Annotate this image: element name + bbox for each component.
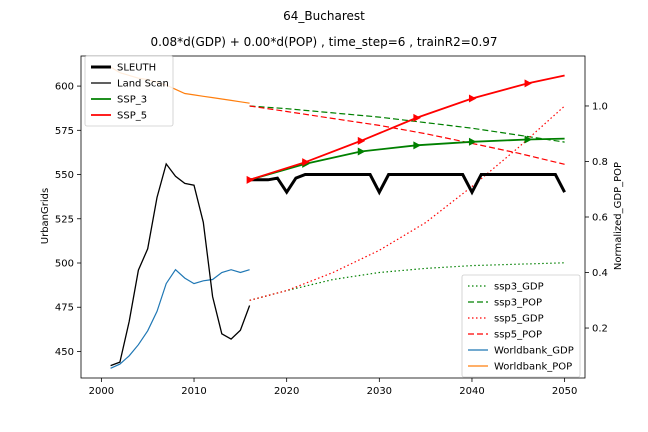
y-left-tick-label-575: 575 [55, 126, 74, 137]
y-right-tick-label-1: 1.0 [592, 101, 608, 112]
legend-label-ssp-5: SSP_5 [117, 111, 147, 122]
legend-label-worldbank-gdp: Worldbank_GDP [494, 346, 574, 357]
y-left-tick-label-525: 525 [55, 214, 74, 225]
legend-label-worldbank-pop: Worldbank_POP [494, 362, 572, 373]
chart-subtitle: 0.08*d(GDP) + 0.00*d(POP) , time_step=6 … [150, 35, 497, 49]
chart-title: 64_Bucharest [283, 9, 365, 23]
marker-ssp-3-2 [413, 141, 421, 150]
series-line-sleuth [249, 173, 566, 196]
series-line-ssp5-pop [249, 105, 565, 165]
marker-ssp-5-5 [524, 79, 533, 88]
legend-right-frame [461, 274, 581, 378]
legend-label-ssp5-gdp: ssp5_GDP [494, 314, 544, 325]
series-line-ssp3-gdp [249, 262, 565, 301]
y-left-tick-label-475: 475 [55, 303, 74, 314]
series-line-ssp-5 [249, 74, 565, 181]
series-line-ssp3-pop [249, 105, 565, 143]
legend-label-sleuth: SLEUTH [117, 63, 156, 74]
marker-ssp-5-3 [413, 113, 421, 122]
legend-left-frame [84, 55, 174, 127]
legend-label-ssp3-gdp: ssp3_GDP [494, 282, 544, 293]
marker-ssp-3-1 [357, 147, 366, 156]
y-left-tick-label-600: 600 [55, 82, 74, 93]
y-axis-label-right: Normalized_GDP_POP [613, 162, 624, 270]
legend-label-ssp3-pop: ssp3_POP [494, 298, 542, 309]
legend-label-ssp5-pop: ssp5_POP [494, 330, 542, 341]
legend-label-ssp-3: SSP_3 [117, 95, 147, 106]
y-right-tick-label-0.8: 0.8 [592, 157, 608, 168]
y-right-tick-label-0.4: 0.4 [592, 268, 608, 279]
marker-ssp-5-0 [246, 175, 255, 184]
plot-layer [110, 66, 566, 369]
y-left-tick-label-550: 550 [55, 170, 74, 181]
marker-ssp-5-2 [357, 136, 366, 145]
x-tick-label-2020: 2020 [274, 386, 299, 397]
marker-ssp-3-3 [468, 137, 477, 146]
axes-layer: 2000 2010 2020 2030 2040 2050 450 475 500 525 550 5… [55, 55, 608, 397]
series-line-land-scan [110, 162, 251, 367]
legend-label-land-scan: Land Scan [117, 79, 169, 90]
x-tick-label-2010: 2010 [181, 386, 206, 397]
series-line-worldbank-gdp [110, 268, 250, 369]
y-right-tick-label-0.2: 0.2 [592, 324, 608, 335]
y-axis-label-left: UrbanGrids [40, 188, 51, 244]
series-line-ssp5-gdp [249, 105, 566, 301]
x-tick-label-2000: 2000 [89, 386, 114, 397]
y-left-tick-label-450: 450 [55, 347, 74, 358]
y-right-tick-label-0.6: 0.6 [592, 213, 608, 224]
x-tick-label-2030: 2030 [367, 386, 392, 397]
legend-right: ssp3_GDP ssp3_POP ssp5_GDP ssp5_POP Worldban… [461, 274, 581, 378]
marker-ssp-5-1 [302, 158, 310, 167]
x-tick-label-2050: 2050 [552, 386, 577, 397]
marker-ssp-3-4 [524, 135, 533, 144]
x-tick-label-2040: 2040 [459, 386, 484, 397]
marker-ssp-5-4 [468, 94, 477, 103]
legend-left: SLEUTH Land Scan SSP_3 SSP_5 [84, 55, 174, 127]
y-left-tick-label-500: 500 [55, 259, 74, 270]
